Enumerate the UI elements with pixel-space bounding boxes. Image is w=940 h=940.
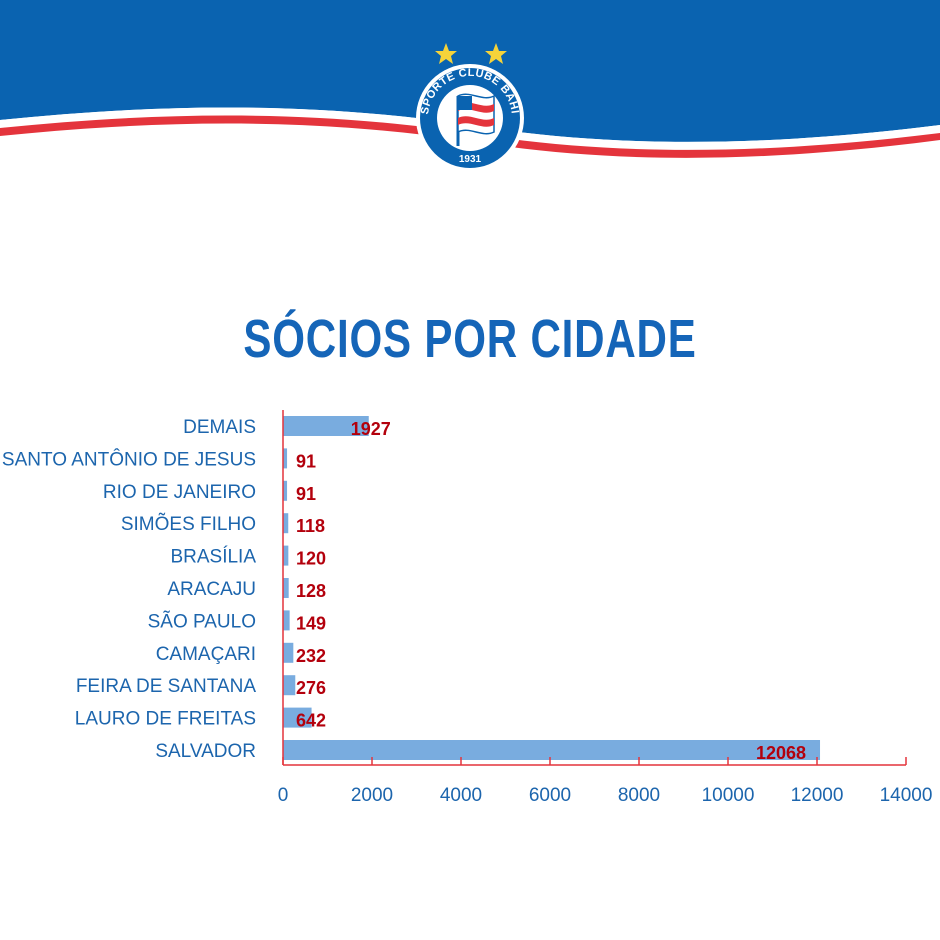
x-tick-label: 4000 <box>440 785 482 806</box>
category-label: SALVADOR <box>155 741 256 762</box>
data-label: 120 <box>296 549 326 569</box>
category-label: CAMAÇARI <box>156 644 256 665</box>
bar <box>283 513 289 534</box>
bar <box>283 707 312 728</box>
category-label: LAURO DE FREITAS <box>75 709 256 730</box>
category-label: FEIRA DE SANTANA <box>76 676 257 697</box>
data-label: 128 <box>296 581 326 601</box>
data-label: 232 <box>296 646 326 666</box>
category-label: SANTO ANTÔNIO DE JESUS <box>2 448 256 470</box>
x-tick-label: 14000 <box>880 785 933 806</box>
crest-year: 1931 <box>459 154 482 165</box>
data-label: 642 <box>296 711 326 731</box>
x-tick-label: 6000 <box>529 785 571 806</box>
star-icon <box>435 43 457 64</box>
bar <box>283 740 821 760</box>
x-tick-label: 0 <box>278 785 289 806</box>
category-label: RIO DE JANEIRO <box>103 482 256 503</box>
category-label: ARACAJU <box>167 579 256 600</box>
x-tick-label: 8000 <box>618 785 660 806</box>
data-label: 91 <box>296 451 316 471</box>
bar <box>283 578 289 598</box>
data-label: 276 <box>296 678 326 698</box>
bar <box>283 448 288 469</box>
flag-icon <box>456 93 495 146</box>
category-label: DEMAIS <box>183 417 256 438</box>
x-tick-label: 2000 <box>351 785 393 806</box>
x-tick-label: 10000 <box>702 785 755 806</box>
category-label: SIMÕES FILHO <box>121 513 256 535</box>
bar <box>283 642 294 663</box>
header-banner: ESPORTE CLUBE BAHIA 1931 <box>0 0 940 172</box>
bar <box>283 545 289 566</box>
data-label: 12068 <box>756 743 806 763</box>
bar <box>283 416 369 436</box>
bar <box>283 480 288 501</box>
category-label: BRASÍLIA <box>170 547 256 568</box>
star-icon <box>485 43 507 64</box>
x-tick-label: 12000 <box>791 785 844 806</box>
data-label: 149 <box>296 613 326 633</box>
data-label: 1927 <box>351 419 391 439</box>
chart-title: SÓCIOS POR CIDADE <box>243 309 697 369</box>
bar <box>283 610 290 631</box>
bar <box>283 675 296 696</box>
data-label: 118 <box>296 516 325 536</box>
category-label: SÃO PAULO <box>148 610 256 632</box>
data-label: 91 <box>296 484 316 504</box>
